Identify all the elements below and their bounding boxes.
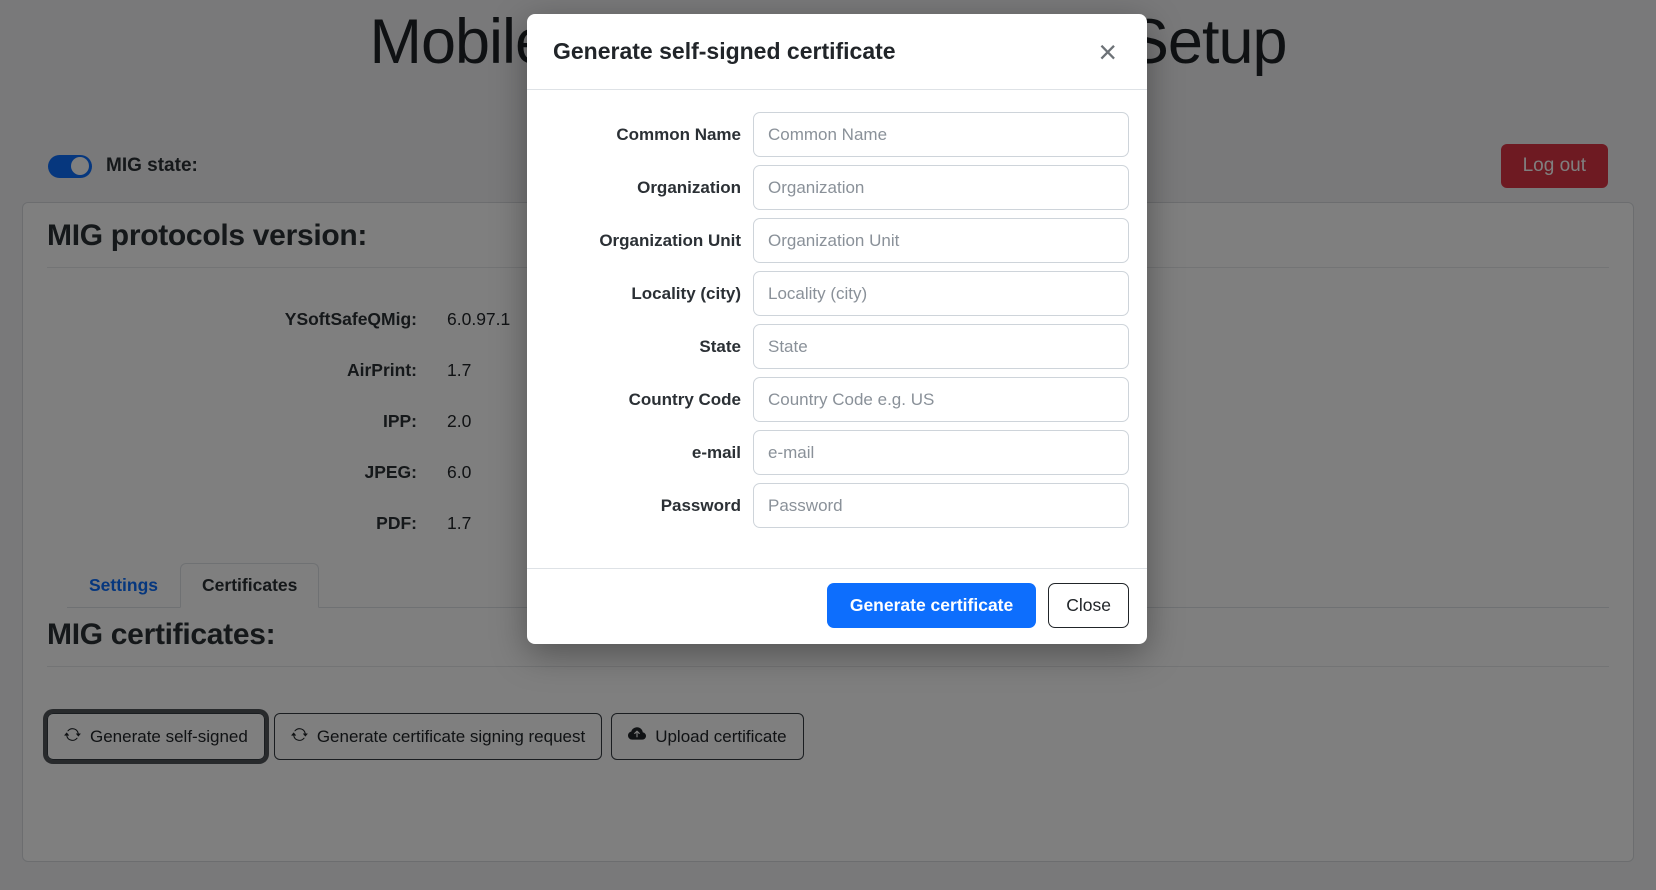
organization-unit-label: Organization Unit xyxy=(599,230,741,250)
form-row: Country Code xyxy=(545,377,1129,422)
password-field[interactable] xyxy=(753,483,1129,528)
common-name-label: Common Name xyxy=(616,124,741,144)
password-label: Password xyxy=(660,495,741,515)
close-icon[interactable]: × xyxy=(1094,36,1121,68)
generate-certificate-modal: Generate self-signed certificate × Commo… xyxy=(527,14,1147,644)
form-row: State xyxy=(545,324,1129,369)
form-row: Organization Unit xyxy=(545,218,1129,263)
form-row: e-mail xyxy=(545,430,1129,475)
locality-field[interactable] xyxy=(753,271,1129,316)
state-label: State xyxy=(699,336,741,356)
form-row: Common Name xyxy=(545,112,1129,157)
modal-title: Generate self-signed certificate xyxy=(553,38,896,64)
country-code-label: Country Code xyxy=(628,389,741,409)
form-row: Organization xyxy=(545,165,1129,210)
country-code-field[interactable] xyxy=(753,377,1129,422)
generate-certificate-button[interactable]: Generate certificate xyxy=(826,583,1037,628)
organization-label: Organization xyxy=(637,177,741,197)
organization-unit-field[interactable] xyxy=(753,218,1129,263)
email-field[interactable] xyxy=(753,430,1129,475)
common-name-field[interactable] xyxy=(753,112,1129,157)
modal-body: Common Name Organization Organization Un… xyxy=(527,90,1147,568)
email-label: e-mail xyxy=(691,442,741,462)
modal-header: Generate self-signed certificate × xyxy=(527,14,1147,90)
locality-label: Locality (city) xyxy=(631,283,741,303)
modal-close-button[interactable]: Close xyxy=(1048,583,1129,628)
modal-footer: Generate certificate Close xyxy=(527,568,1147,644)
form-row: Password xyxy=(545,483,1129,528)
state-field[interactable] xyxy=(753,324,1129,369)
organization-field[interactable] xyxy=(753,165,1129,210)
form-row: Locality (city) xyxy=(545,271,1129,316)
